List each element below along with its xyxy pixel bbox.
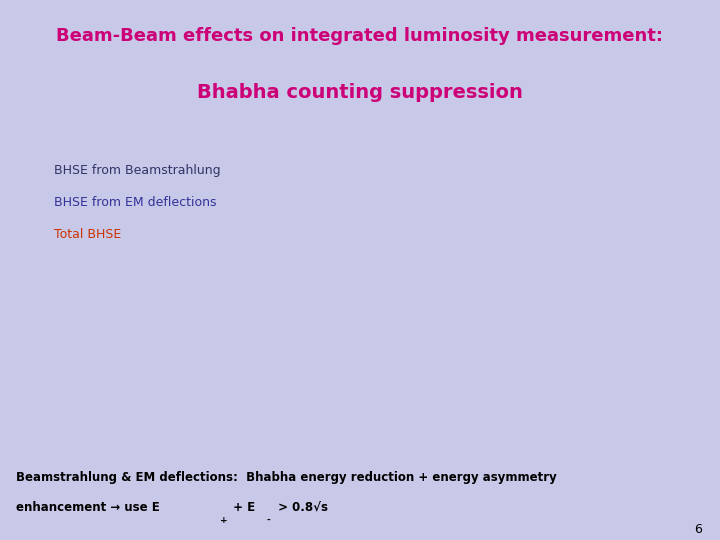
Text: + E: + E: [229, 501, 255, 514]
Text: > 0.8√s: > 0.8√s: [274, 501, 328, 514]
Text: -: -: [266, 516, 270, 525]
Text: enhancement → use E: enhancement → use E: [16, 501, 160, 514]
Text: Beam-Beam effects on integrated luminosity measurement:: Beam-Beam effects on integrated luminosi…: [56, 26, 664, 45]
Text: Bhabha counting suppression: Bhabha counting suppression: [197, 83, 523, 102]
Text: BHSE from Beamstrahlung: BHSE from Beamstrahlung: [53, 164, 220, 177]
Text: 6: 6: [694, 523, 702, 536]
Text: Beamstrahlung & EM deflections:  Bhabha energy reduction + energy asymmetry: Beamstrahlung & EM deflections: Bhabha e…: [16, 471, 557, 484]
Text: Total BHSE: Total BHSE: [53, 228, 121, 241]
Text: BHSE from EM deflections: BHSE from EM deflections: [53, 196, 216, 209]
Text: +: +: [220, 516, 228, 525]
